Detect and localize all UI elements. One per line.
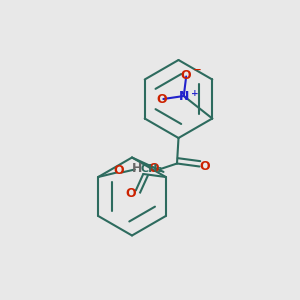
Text: O: O [157, 92, 167, 106]
Text: O: O [113, 164, 124, 178]
Text: H: H [131, 162, 142, 175]
Text: O: O [125, 187, 136, 200]
Text: +: + [191, 88, 199, 98]
Text: O: O [148, 161, 159, 175]
Text: CH₃: CH₃ [140, 164, 163, 175]
Text: O: O [200, 160, 210, 173]
Text: −: − [193, 65, 202, 75]
Text: O: O [181, 68, 191, 82]
Text: N: N [178, 89, 189, 103]
